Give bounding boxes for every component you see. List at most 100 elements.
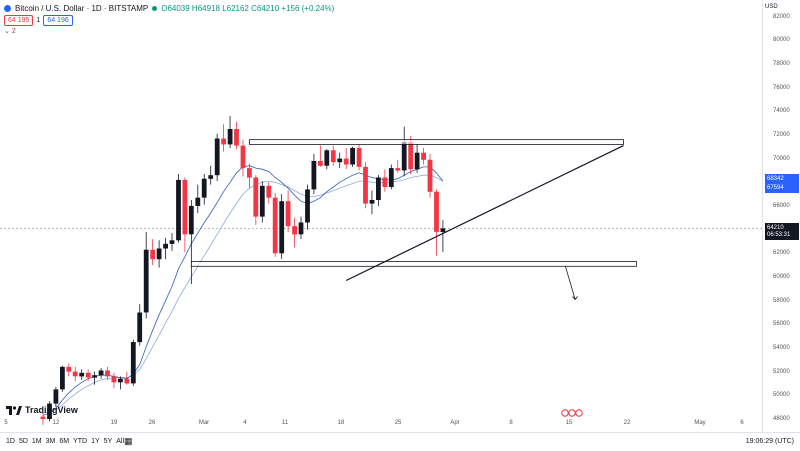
timeframe-button-5y[interactable]: 5Y	[103, 438, 113, 445]
candle-body	[285, 201, 291, 227]
price-tick-label: 58000	[773, 297, 790, 304]
timeframe-button-3m[interactable]: 3M	[45, 438, 56, 445]
price-badge: 68342	[765, 174, 799, 185]
time-tick-label: 11	[281, 420, 289, 426]
candle-body	[85, 372, 91, 378]
time-tick-label: 25	[394, 420, 402, 426]
candle-body	[118, 378, 123, 383]
candle-body	[188, 205, 194, 235]
currency-label[interactable]: USD	[765, 4, 778, 10]
sell-button[interactable]: 64 195	[4, 15, 34, 26]
calendar-icon[interactable]: ▦	[124, 436, 133, 446]
ohlc-change: +156 (+0.24%)	[281, 4, 335, 13]
price-tick-label: 70000	[773, 155, 790, 162]
candle-body	[169, 240, 175, 244]
chart-header: Bitcoin / U.S. Dollar · 1D · BITSTAMP O6…	[0, 0, 760, 40]
candle-body	[408, 142, 414, 170]
price-tick-label: 76000	[773, 84, 790, 91]
candle-body	[201, 178, 207, 198]
time-tick-label: 5	[4, 420, 8, 426]
timeframe-button-ytd[interactable]: YTD	[73, 438, 88, 445]
candle-body	[227, 129, 233, 145]
candle-body	[343, 158, 349, 165]
ohlc-low: L62162	[222, 4, 249, 13]
candle-body	[266, 185, 272, 198]
candle-body	[318, 161, 323, 166]
clock[interactable]: 19:06:29 (UTC)	[745, 438, 794, 445]
candle-body	[60, 366, 65, 390]
timeframe-buttons: 1D 5D 1M 3M 6M YTD 1Y 5Y All	[6, 438, 124, 445]
projection-arrow	[565, 266, 576, 300]
time-tick-label: Mar	[198, 420, 210, 426]
price-axis[interactable]: USD 82000 80000 78000 76000 74000 72000 70000 6…	[762, 0, 800, 432]
timeframe-button-1y[interactable]: 1Y	[91, 438, 100, 445]
bottom-toolbar: 1D 5D 1M 3M 6M YTD 1Y 5Y All ▦ 19:06:29 (UTC)	[0, 432, 800, 451]
ohlc-close: C64210	[251, 4, 280, 13]
price-tick-label: 52000	[773, 368, 790, 375]
buy-button[interactable]: 64 196	[43, 15, 73, 26]
candle-body	[324, 150, 330, 166]
candle-body	[137, 312, 143, 343]
candle-body	[111, 376, 117, 383]
ma-fast-line	[42, 165, 444, 416]
candle-body	[124, 378, 130, 384]
time-tick-label: 8	[509, 420, 513, 426]
candle-body	[247, 168, 252, 178]
projection-arrow-head	[572, 296, 578, 301]
indicators-toggle[interactable]: ⌄ 2	[4, 27, 16, 35]
price-tick-label: 62000	[773, 250, 790, 257]
candle-body	[176, 179, 181, 241]
candle-body	[414, 152, 420, 170]
time-tick-label: 26	[148, 420, 156, 426]
candle-body	[105, 370, 110, 377]
ohlc-values: O64039 H64918 L62162 C64210 +156 (+0.24%…	[161, 4, 334, 13]
price-badge: 06:53:31	[765, 230, 799, 241]
timeframe-button-all[interactable]: All	[116, 438, 125, 445]
candle-body	[337, 158, 343, 163]
price-tick-label: 72000	[773, 132, 790, 139]
timeframe-button-5d[interactable]: 5D	[18, 438, 28, 445]
timeframe-button-6m[interactable]: 6M	[59, 438, 70, 445]
candle-body	[279, 201, 285, 254]
candle-body	[330, 150, 336, 163]
event-icon	[561, 409, 569, 417]
candle-body	[163, 243, 168, 249]
market-status-icon	[152, 6, 158, 11]
time-tick-label: 12	[52, 420, 60, 426]
ohlc-high: H64918	[191, 4, 220, 13]
price-tick-label: 74000	[773, 108, 790, 115]
symbol-title[interactable]: Bitcoin / U.S. Dollar · 1D · BITSTAMP	[15, 4, 149, 13]
candle-body	[40, 416, 46, 419]
spread-value: 1	[36, 17, 41, 24]
candle-body	[395, 168, 401, 171]
price-tick-label: 60000	[773, 274, 790, 281]
time-tick-label: 4	[243, 420, 247, 426]
trade-pills: 64 195 1 64 196	[4, 15, 73, 26]
price-chart[interactable]	[0, 0, 762, 432]
tradingview-logo-icon	[6, 405, 22, 415]
candle-body	[150, 249, 156, 260]
candle-body	[53, 389, 59, 404]
chevron-down-icon: ⌄	[4, 28, 10, 35]
price-badge: 67594	[765, 183, 799, 194]
timeframe-button-1d[interactable]: 1D	[6, 438, 15, 445]
candle-body	[376, 177, 381, 200]
candle-body	[440, 228, 446, 232]
timeframe-button-1m[interactable]: 1M	[31, 438, 42, 445]
price-tick-label: 54000	[773, 345, 790, 352]
time-tick-label: Apr	[450, 420, 460, 426]
support-zone	[190, 261, 637, 267]
candle-body	[72, 371, 78, 377]
ma-slow-line	[42, 174, 444, 414]
time-tick-label: 18	[337, 420, 345, 426]
logo-text: TradingView	[25, 405, 78, 415]
candle-body	[427, 159, 433, 192]
candle-body	[272, 197, 278, 254]
candle-body	[298, 222, 304, 235]
ascending-trendline	[345, 145, 624, 282]
price-tick-label: 66000	[773, 203, 790, 210]
candle-body	[253, 177, 259, 217]
candle-body	[130, 342, 136, 384]
candle-body	[382, 177, 388, 187]
tradingview-logo[interactable]: TradingView	[6, 405, 78, 415]
